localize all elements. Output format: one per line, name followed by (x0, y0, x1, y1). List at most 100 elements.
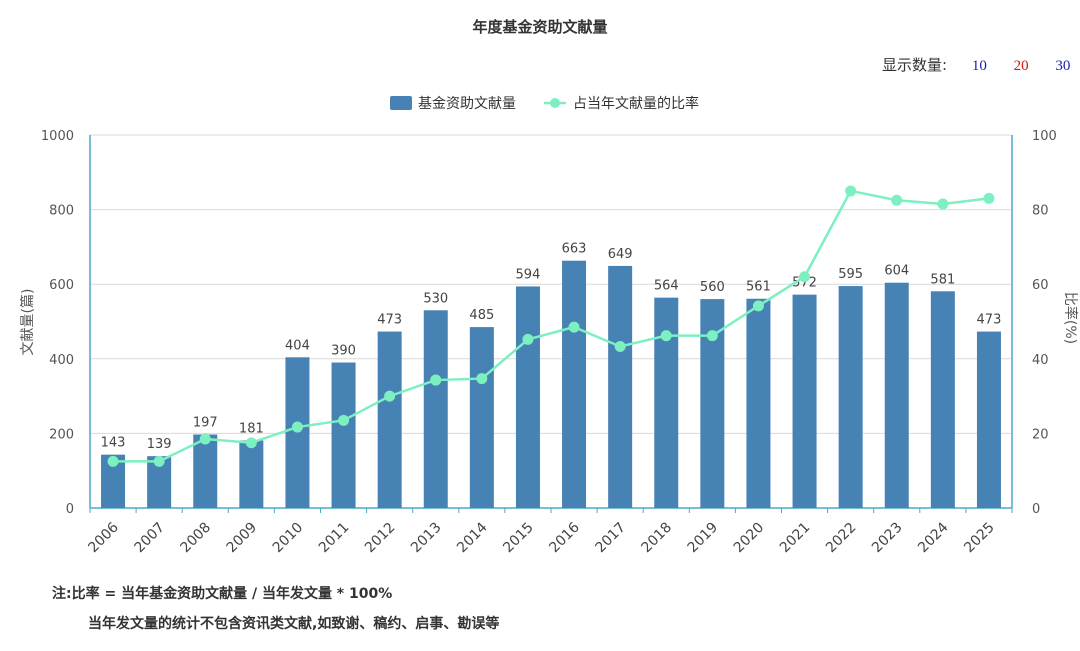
bar-value-labels: 143 139 197 181 404 390 473 530 485 594 663 649 564 5… (101, 242, 1002, 452)
ratio-point[interactable] (245, 437, 257, 449)
ratio-point[interactable] (199, 433, 211, 445)
x-tick-label: 2016 (546, 519, 583, 556)
x-tick-label: 2014 (454, 519, 491, 556)
x-tick-label: 2023 (869, 520, 906, 557)
x-tick-label: 2022 (823, 520, 860, 557)
ratio-point[interactable] (845, 185, 857, 197)
ratio-point[interactable] (153, 455, 165, 467)
ratio-point[interactable] (706, 330, 718, 342)
bar-value-label: 594 (516, 267, 541, 282)
chart-canvas: 基金资助文献量 占当年文献量的比率 143 139 197 181 404 390 473 5… (20, 95, 1079, 557)
x-tick-label: 2006 (85, 519, 122, 556)
line-series (107, 185, 995, 467)
legend-bar-swatch[interactable] (390, 96, 412, 110)
bar[interactable] (515, 286, 540, 508)
ratio-point[interactable] (522, 333, 534, 345)
x-tick-label: 2015 (500, 520, 537, 557)
x-tick-label: 2007 (131, 520, 168, 557)
ratio-point[interactable] (476, 373, 488, 385)
chart-grid (90, 134, 1012, 434)
display-count-option-20[interactable]: 20 (1013, 58, 1029, 74)
bar-value-label: 473 (377, 313, 402, 328)
bar-value-label: 560 (700, 280, 725, 295)
bar[interactable] (884, 282, 909, 508)
display-count-control: 显示数量: 10 20 30 (882, 54, 1070, 75)
ratio-point[interactable] (752, 300, 764, 312)
bar[interactable] (562, 260, 587, 508)
legend-line-label[interactable]: 占当年文献量的比率 (573, 95, 699, 112)
ratio-point[interactable] (891, 194, 903, 206)
bar-value-label: 649 (608, 247, 633, 262)
ratio-line (113, 189, 990, 463)
bar[interactable] (331, 362, 356, 508)
bar[interactable] (285, 357, 310, 508)
x-tick-label: 2020 (731, 520, 768, 557)
y-axis-label: 文献量(篇) (20, 289, 36, 356)
bar[interactable] (608, 265, 633, 508)
bar[interactable] (930, 291, 955, 508)
x-tick-label: 2011 (316, 520, 353, 557)
display-count-label: 显示数量: (882, 56, 948, 74)
bar-series (101, 260, 1001, 508)
bar[interactable] (469, 327, 494, 508)
bar-value-label: 604 (884, 264, 909, 279)
ratio-point[interactable] (338, 414, 350, 426)
bar[interactable] (377, 331, 402, 508)
bar-value-label: 561 (746, 280, 771, 295)
ratio-point[interactable] (614, 340, 626, 352)
bar-value-label: 473 (977, 313, 1002, 328)
bar[interactable] (792, 294, 817, 508)
bar[interactable] (654, 297, 679, 508)
ratio-point[interactable] (799, 271, 811, 283)
bar-value-label: 404 (285, 338, 310, 353)
ratio-point[interactable] (430, 374, 442, 386)
y-tick-label: 400 (49, 353, 74, 368)
bar[interactable] (976, 331, 1001, 508)
x-tick-label: 2019 (685, 520, 722, 557)
legend-bar-label[interactable]: 基金资助文献量 (418, 95, 516, 112)
x-tick-label: 2021 (777, 520, 814, 557)
x-tick-label: 2008 (178, 520, 215, 557)
y2-tick-label: 40 (1032, 353, 1049, 368)
bar[interactable] (746, 298, 771, 508)
display-count-option-30[interactable]: 30 (1055, 58, 1071, 74)
footnote-explanation: 当年发文量的统计不包含资讯类文献,如致谢、稿约、启事、勘误等 (88, 616, 500, 632)
x-tick-label: 2010 (270, 520, 307, 557)
ratio-point[interactable] (568, 321, 580, 333)
bar-value-label: 581 (930, 272, 955, 287)
x-tick-label: 2009 (224, 520, 261, 557)
ratio-point[interactable] (983, 192, 995, 204)
x-tick-label: 2013 (408, 520, 445, 557)
bar-value-label: 485 (469, 308, 494, 323)
footnote-formula: 注:比率 = 当年基金资助文献量 / 当年发文量 * 100% (52, 586, 393, 602)
y-tick-label: 1000 (41, 129, 74, 144)
bar-value-label: 663 (562, 242, 587, 257)
x-tick-label: 2017 (592, 520, 629, 557)
y2-tick-label: 100 (1032, 129, 1057, 144)
x-tick-label: 2018 (639, 520, 676, 557)
chart-axes (89, 135, 1013, 513)
bar[interactable] (239, 440, 264, 508)
legend-line-swatch-dot[interactable] (550, 98, 560, 108)
bar[interactable] (838, 286, 863, 508)
y2-axis-label: 比率(%) (1062, 292, 1079, 344)
ratio-point[interactable] (291, 421, 303, 433)
display-count-option-10[interactable]: 10 (971, 58, 987, 74)
x-tick-label: 2024 (915, 519, 952, 556)
y2-tick-label: 80 (1032, 204, 1049, 219)
ratio-point[interactable] (107, 455, 119, 467)
chart-title: 年度基金资助文献量 (472, 18, 608, 36)
bar[interactable] (423, 310, 448, 508)
y-tick-label: 600 (49, 278, 74, 293)
y2-tick-label: 0 (1032, 502, 1040, 517)
bar-value-label: 139 (147, 437, 172, 452)
ratio-point[interactable] (660, 330, 672, 342)
x-tick-label: 2025 (961, 520, 998, 557)
bar-value-label: 595 (838, 267, 863, 282)
ratio-point[interactable] (937, 198, 949, 210)
bar[interactable] (193, 434, 218, 508)
y-tick-label: 800 (49, 204, 74, 219)
chart-legend: 基金资助文献量 占当年文献量的比率 (390, 95, 699, 112)
ratio-point[interactable] (384, 390, 396, 402)
y-tick-label: 0 (66, 502, 74, 517)
